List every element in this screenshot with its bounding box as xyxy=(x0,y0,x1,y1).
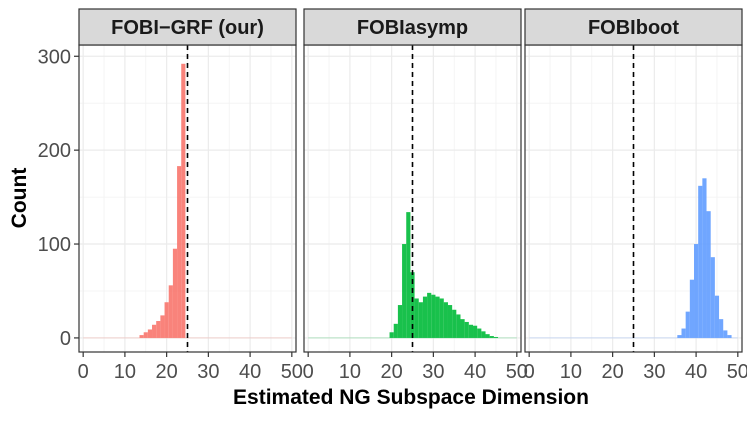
histogram-bar xyxy=(681,328,686,338)
histogram-bar xyxy=(139,335,144,338)
histogram-bar xyxy=(727,335,732,338)
histogram-bar xyxy=(393,323,398,338)
facet-title: FOBIboot xyxy=(588,17,679,39)
histogram-bar xyxy=(485,334,490,338)
x-tick-label: 10 xyxy=(339,361,361,383)
histogram-bar xyxy=(706,211,711,338)
histogram-bar xyxy=(489,336,494,338)
histogram-bar xyxy=(397,305,403,338)
histogram-bar xyxy=(143,332,148,338)
histogram-bar xyxy=(156,321,161,338)
histogram-bar xyxy=(435,296,440,338)
histogram-bar xyxy=(685,311,690,338)
histogram-bar xyxy=(698,185,703,338)
histogram-bar xyxy=(477,328,482,338)
histogram-bar xyxy=(447,305,453,338)
x-tick-label: 40 xyxy=(239,361,261,383)
histogram-bar xyxy=(410,272,415,338)
histogram-bar xyxy=(164,302,169,338)
x-tick-label: 50 xyxy=(506,361,528,383)
histogram-bar xyxy=(723,330,728,338)
histogram-bar xyxy=(493,336,499,338)
facet-strip xyxy=(78,8,297,46)
histogram-bar xyxy=(456,314,461,338)
histogram-bar xyxy=(431,294,436,338)
x-tick-label: 10 xyxy=(560,361,582,383)
x-tick-label: 0 xyxy=(524,361,535,383)
x-tick-label: 20 xyxy=(381,361,403,383)
histogram-bar xyxy=(152,324,157,338)
histogram-bar xyxy=(147,329,153,338)
x-tick-label: 30 xyxy=(422,361,444,383)
histogram-bar xyxy=(439,298,444,338)
histogram-bar xyxy=(160,315,165,338)
x-tick-label: 0 xyxy=(303,361,314,383)
histogram-bar xyxy=(181,63,186,338)
facet-title: FOBI−GRF (our) xyxy=(111,17,264,39)
x-tick-label: 0 xyxy=(78,361,89,383)
histogram-bar xyxy=(389,332,394,338)
histogram-bar xyxy=(481,331,486,338)
histogram-bar xyxy=(677,335,682,338)
histogram-bar xyxy=(414,298,419,338)
histogram-bar xyxy=(460,319,465,338)
histogram-bar xyxy=(452,309,457,338)
y-tick-label: 300 xyxy=(38,46,71,68)
facet-strip xyxy=(524,8,743,46)
x-tick-label: 50 xyxy=(281,361,303,383)
x-tick-label: 40 xyxy=(685,361,707,383)
x-tick-label: 20 xyxy=(156,361,178,383)
histogram-bar xyxy=(702,178,707,338)
facet-strip xyxy=(303,8,522,46)
histogram-bar xyxy=(172,248,178,338)
histogram-bar xyxy=(710,257,715,338)
histogram-bar xyxy=(473,325,478,338)
histogram-bar xyxy=(422,296,428,338)
x-tick-label: 30 xyxy=(643,361,665,383)
x-tick-label: 30 xyxy=(197,361,219,383)
histogram-bar xyxy=(427,292,432,338)
x-tick-label: 10 xyxy=(114,361,136,383)
histogram-bar xyxy=(694,244,699,338)
histogram-bar xyxy=(402,244,407,338)
y-tick-label: 100 xyxy=(38,234,71,256)
y-tick-label: 200 xyxy=(38,140,71,162)
histogram-bar xyxy=(177,166,182,338)
histogram-bar xyxy=(168,285,173,338)
histogram-bar xyxy=(719,319,724,338)
histogram-bar xyxy=(443,302,448,338)
x-tick-label: 40 xyxy=(464,361,486,383)
x-axis-title: Estimated NG Subspace Dimension xyxy=(233,386,589,409)
x-tick-label: 50 xyxy=(727,361,747,383)
histogram-bar xyxy=(464,321,469,338)
y-axis-title: Count xyxy=(8,168,31,229)
histogram-bar xyxy=(714,295,720,338)
histogram-bar xyxy=(418,302,423,338)
histogram-bar xyxy=(468,324,474,338)
x-tick-label: 20 xyxy=(602,361,624,383)
histogram-bar xyxy=(406,212,411,338)
y-tick-label: 0 xyxy=(60,328,71,350)
facet-title: FOBIasymp xyxy=(357,17,468,39)
histogram-bar xyxy=(689,279,695,338)
